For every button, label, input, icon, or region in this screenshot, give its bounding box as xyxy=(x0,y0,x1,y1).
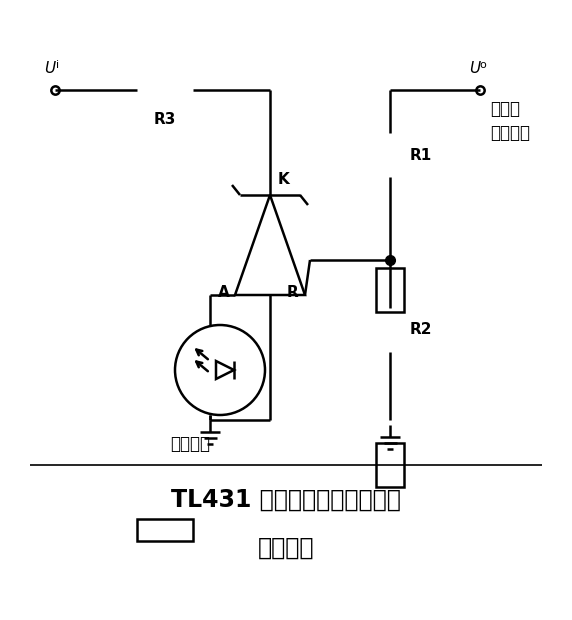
Text: K: K xyxy=(278,172,290,187)
Text: o: o xyxy=(480,60,486,70)
Bar xyxy=(137,519,193,541)
Text: A: A xyxy=(219,285,230,300)
Text: R: R xyxy=(287,285,299,300)
Text: 典型应用: 典型应用 xyxy=(258,536,314,560)
Text: R3: R3 xyxy=(154,112,176,127)
Text: i: i xyxy=(57,60,59,70)
Text: R1: R1 xyxy=(410,148,432,162)
Text: 光耦合器: 光耦合器 xyxy=(170,435,210,453)
Text: R2: R2 xyxy=(410,322,432,337)
Text: $U$: $U$ xyxy=(43,60,57,76)
Bar xyxy=(376,443,404,487)
Text: 被取样
输出电压: 被取样 输出电压 xyxy=(490,100,530,141)
Polygon shape xyxy=(235,195,305,295)
Text: $U$: $U$ xyxy=(468,60,482,76)
Text: TL431 在取样和误差放大电路: TL431 在取样和误差放大电路 xyxy=(171,488,401,512)
Polygon shape xyxy=(216,361,234,379)
Bar xyxy=(376,268,404,312)
